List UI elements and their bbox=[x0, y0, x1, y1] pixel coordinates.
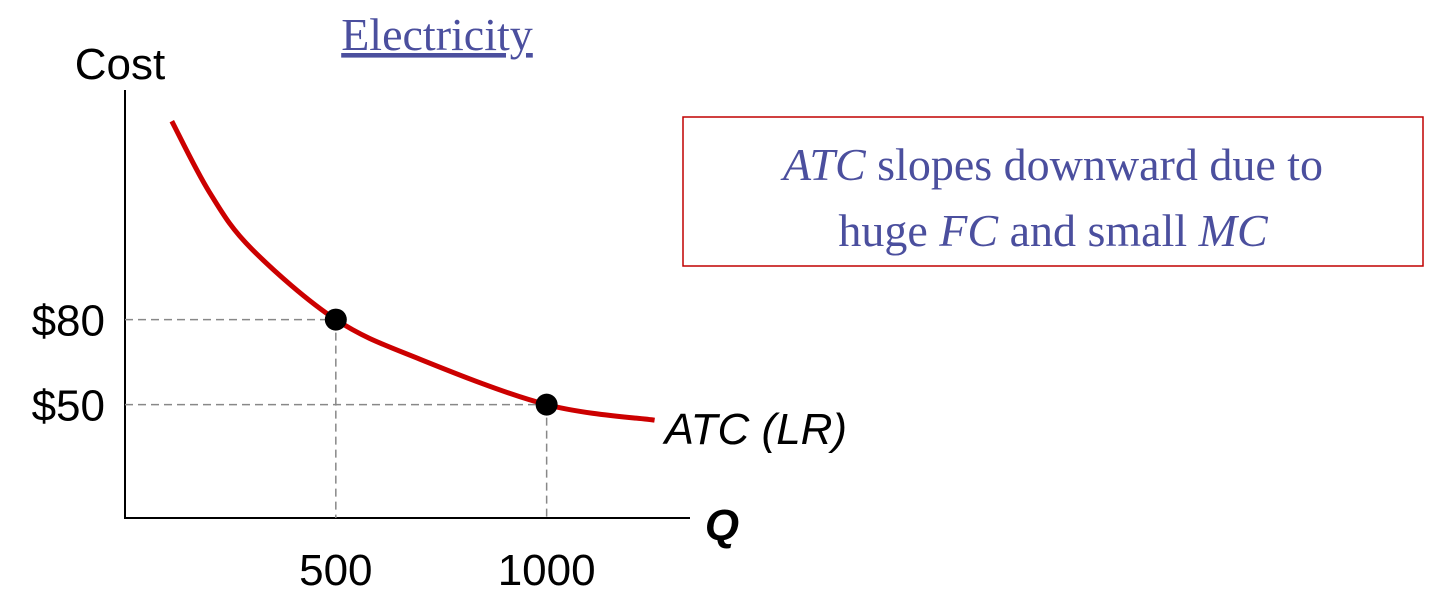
annotation-line: huge FC and small MC bbox=[838, 205, 1269, 256]
annotation-text: and small bbox=[998, 205, 1199, 256]
series-line bbox=[169, 120, 655, 423]
y-axis-label: Cost bbox=[75, 40, 165, 89]
x-axis-label: Q bbox=[705, 501, 739, 550]
y-tick-label: $50 bbox=[32, 382, 105, 431]
x-tick-label: 1000 bbox=[498, 546, 596, 590]
y-tick-label: $80 bbox=[32, 297, 105, 346]
chart-title: Electricity bbox=[341, 9, 533, 60]
x-tick-label: 500 bbox=[299, 546, 372, 590]
annotation-text: ATC bbox=[780, 139, 867, 190]
point bbox=[535, 393, 558, 416]
annotation-line: ATC slopes downward due to bbox=[780, 139, 1323, 190]
annotation-text: slopes downward due to bbox=[866, 139, 1323, 190]
annotation-text: MC bbox=[1198, 205, 1269, 256]
annotation-text: huge bbox=[838, 205, 939, 256]
point bbox=[324, 308, 347, 331]
annotation-box bbox=[682, 116, 1424, 267]
annotation-text: FC bbox=[938, 205, 999, 256]
series-label: ATC (LR) bbox=[662, 405, 848, 454]
